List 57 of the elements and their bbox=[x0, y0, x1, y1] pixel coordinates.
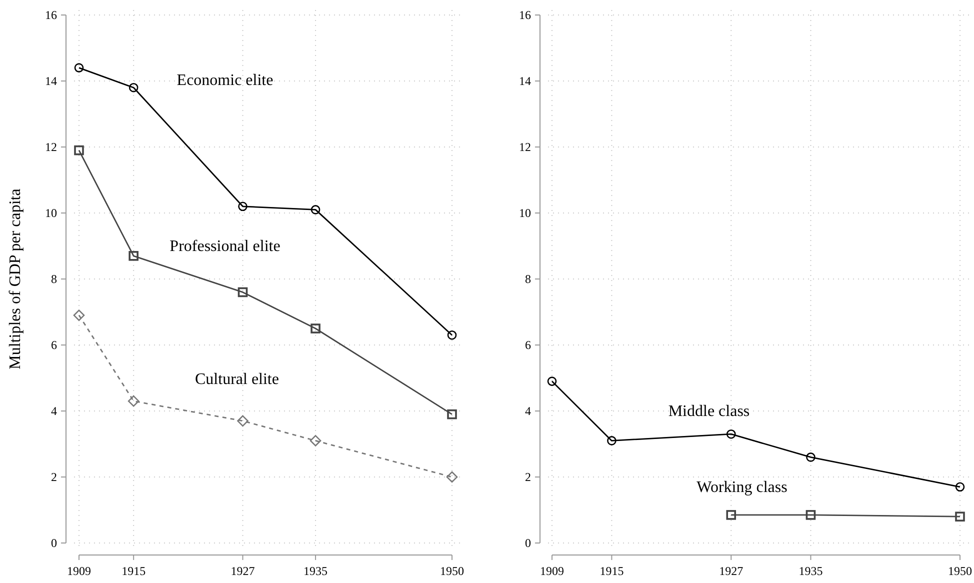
y-tick-label: 4 bbox=[525, 404, 531, 418]
point bbox=[726, 429, 736, 439]
y-tick-label: 8 bbox=[51, 272, 57, 286]
series-label: Middle class bbox=[668, 403, 750, 420]
point bbox=[955, 512, 965, 522]
x-tick-label: 1935 bbox=[798, 564, 823, 578]
point bbox=[74, 63, 84, 72]
point bbox=[128, 82, 138, 92]
point bbox=[955, 482, 965, 492]
x-tick-label: 1915 bbox=[122, 564, 146, 578]
y-tick-label: 14 bbox=[45, 74, 57, 88]
point bbox=[726, 510, 736, 520]
y-tick-label: 16 bbox=[45, 8, 57, 22]
series-label: Professional elite bbox=[170, 238, 280, 255]
y-tick-label: 6 bbox=[51, 338, 57, 352]
point bbox=[447, 330, 457, 340]
x-tick-label: 1927 bbox=[719, 564, 744, 578]
y-tick-label: 0 bbox=[51, 536, 57, 550]
x-tick-label: 1909 bbox=[540, 564, 564, 578]
y-tick-label: 2 bbox=[51, 470, 57, 484]
point bbox=[128, 251, 138, 261]
point bbox=[806, 452, 816, 462]
point bbox=[73, 310, 85, 321]
y-tick-label: 14 bbox=[519, 74, 531, 88]
x-tick-label: 1927 bbox=[230, 564, 255, 578]
y-tick-label: 4 bbox=[51, 404, 57, 418]
series-label: Working class bbox=[696, 479, 788, 496]
y-tick-label: 10 bbox=[45, 206, 57, 220]
x-tick-label: 1909 bbox=[67, 564, 91, 578]
x-tick-label: 1915 bbox=[600, 564, 624, 578]
x-tick-label: 1950 bbox=[948, 564, 972, 578]
series-label: Economic elite bbox=[176, 72, 274, 89]
point bbox=[310, 324, 320, 334]
y-tick-label: 16 bbox=[519, 8, 531, 22]
y-tick-label: 8 bbox=[525, 272, 531, 286]
point bbox=[447, 409, 457, 420]
y-tick-label: 0 bbox=[525, 536, 531, 550]
y-tick-label: 10 bbox=[519, 206, 531, 220]
y-tick-label: 6 bbox=[525, 338, 531, 352]
point bbox=[547, 376, 557, 386]
point bbox=[446, 471, 458, 483]
point bbox=[310, 205, 320, 214]
point bbox=[238, 202, 248, 212]
point bbox=[74, 145, 84, 156]
y-tick-label: 12 bbox=[45, 140, 57, 154]
point bbox=[128, 395, 140, 407]
series-label: Cultural elite bbox=[195, 371, 279, 388]
point bbox=[237, 415, 248, 427]
point bbox=[607, 436, 616, 446]
point bbox=[806, 510, 816, 520]
y-tick-label: 2 bbox=[525, 470, 531, 484]
point bbox=[310, 435, 322, 446]
x-tick-label: 1935 bbox=[304, 564, 328, 578]
x-tick-label: 1950 bbox=[440, 564, 464, 578]
y-axis-title: Multiples of GDP per capita bbox=[7, 188, 24, 370]
y-tick-label: 12 bbox=[519, 140, 531, 154]
point bbox=[238, 287, 248, 298]
